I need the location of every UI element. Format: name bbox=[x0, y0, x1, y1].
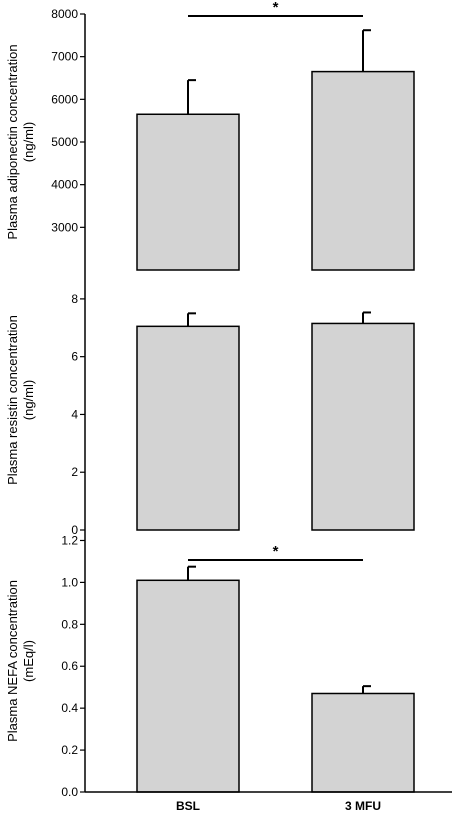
y-tick-label: 0.0 bbox=[61, 785, 78, 799]
y-tick-label: 6000 bbox=[51, 92, 78, 106]
y-tick-label: 0.6 bbox=[61, 659, 78, 673]
y-axis-label: Plasma adiponectin concentration bbox=[5, 44, 20, 239]
bar-bsl bbox=[136, 579, 240, 793]
y-axis-label: Plasma resistin concentration bbox=[5, 315, 20, 485]
bar-bsl bbox=[136, 113, 240, 271]
y-tick-label: 0.8 bbox=[61, 617, 78, 631]
y-tick-label: 4000 bbox=[51, 178, 78, 192]
y-tick-label: 8000 bbox=[51, 7, 78, 21]
bar-bsl bbox=[136, 325, 240, 531]
y-tick-label: 1.2 bbox=[61, 533, 78, 547]
x-category-label: 3 MFU bbox=[345, 799, 381, 813]
y-axis-label-unit: (mEq/l) bbox=[21, 640, 36, 682]
x-category-label: BSL bbox=[176, 799, 200, 813]
y-axis-label: Plasma NEFA concentration bbox=[5, 580, 20, 742]
significance-marker: * bbox=[273, 543, 279, 560]
y-tick-label: 4 bbox=[71, 407, 78, 421]
y-tick-label: 7000 bbox=[51, 50, 78, 64]
y-tick-label: 5000 bbox=[51, 135, 78, 149]
chart-panel-1: 3000 4000 5000 6000 7000 8000 Plasma adiponect… bbox=[5, 0, 415, 271]
y-tick-label: 0 bbox=[71, 523, 78, 537]
y-tick-label: 8 bbox=[71, 292, 78, 306]
bar-3-mfu bbox=[311, 70, 415, 271]
y-tick-label: 2 bbox=[71, 465, 78, 479]
y-tick-label: 0.4 bbox=[61, 701, 78, 715]
chart-panel-2: 0 2 4 6 8 Plasma resistin concentration (ng/ml… bbox=[5, 270, 415, 537]
bar-3-mfu bbox=[311, 692, 415, 793]
y-tick-label: 6 bbox=[71, 350, 78, 364]
significance-marker: * bbox=[273, 0, 279, 16]
y-axis-label-unit: (ng/ml) bbox=[21, 122, 36, 162]
y-tick-label: 0.2 bbox=[61, 743, 78, 757]
y-tick-label: 1.0 bbox=[61, 575, 78, 589]
chart-panel-3: 0.0 0.2 0.4 0.6 0.8 1.0 1.2 Plasma NEFA concent… bbox=[5, 530, 415, 799]
bar-3-mfu bbox=[311, 322, 415, 531]
y-axis-label-unit: (ng/ml) bbox=[21, 380, 36, 420]
y-tick-label: 3000 bbox=[51, 220, 78, 234]
